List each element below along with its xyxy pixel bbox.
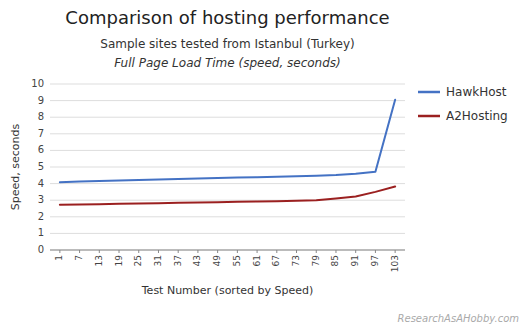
y-tick-label: 9 [38,95,44,106]
x-axis-label: Test Number (sorted by Speed) [141,284,313,297]
x-tick [276,250,277,253]
grid-line [50,133,405,134]
x-tick [99,250,100,253]
grid-line [50,167,405,168]
subtitle: Sample sites tested from Istanbul (Turke… [100,37,354,51]
y-tick-label: 5 [38,161,44,172]
x-tick [178,250,179,253]
x-tick-label: 79 [311,255,321,267]
x-tick [395,250,396,253]
grid-line [50,150,405,151]
x-tick-label: 61 [252,255,262,266]
y-tick-label: 3 [38,194,44,205]
y-tick-label: 7 [38,128,44,139]
x-tick-label: 25 [133,255,143,266]
chart: Comparison of hosting performance Sample … [0,0,527,329]
x-tick-label: 31 [153,255,163,266]
grid-line [50,250,405,251]
x-tick-label: 103 [390,255,400,272]
grid-line [50,100,405,101]
x-tick-label: 13 [94,255,104,266]
y-tick-label: 8 [38,111,44,122]
grid-line [50,200,405,201]
x-axis-line [50,250,405,251]
grid-line [50,117,405,118]
y-axis-label: Speed, seconds [9,124,22,211]
y-tick-label: 0 [38,244,44,255]
y-tick-label: 10 [31,78,44,89]
x-tick [119,250,120,253]
x-tick-label: 97 [370,255,380,266]
watermark: ResearchAsAHobby.com [398,313,520,324]
grid-line [50,183,405,184]
x-tick-label: 49 [212,255,222,267]
series-line [60,187,395,205]
legend-swatch [418,115,440,118]
x-tick-label: 43 [192,255,202,266]
y-tick-label: 6 [38,144,44,155]
x-tick [158,250,159,253]
legend: HawkHost A2Hosting [418,85,508,123]
x-tick-label: 73 [291,255,301,266]
x-tick [197,250,198,253]
x-tick-label: 37 [173,255,183,266]
y-tick-label: 2 [38,211,44,222]
x-tick [79,250,80,253]
x-tick-label: 67 [271,255,281,266]
x-tick-label: 19 [114,255,124,267]
x-tick-label: 1 [54,255,64,261]
x-tick [296,250,297,253]
y-tick-label: 1 [38,227,44,238]
x-tick [217,250,218,253]
legend-swatch [418,91,440,94]
grid [50,84,405,250]
x-tick-label: 55 [232,255,242,266]
chart-container: Comparison of hosting performance Sample … [0,0,527,329]
x-tick [335,250,336,253]
x-tick [355,250,356,253]
grid-line [50,233,405,234]
grid-line [50,216,405,217]
legend-label: HawkHost [446,85,507,99]
plot-area [60,100,395,205]
legend-label: A2Hosting [446,109,508,123]
x-tick-label: 85 [330,255,340,266]
x-tick [375,250,376,253]
x-tick [257,250,258,253]
x-tick [237,250,238,253]
x-tick-label: 91 [350,255,360,266]
subtitle: Full Page Load Time (speed, seconds) [114,56,341,70]
y-tick-label: 4 [38,178,44,189]
series-line [60,100,395,183]
title: Comparison of hosting performance [65,7,389,28]
x-tick [138,250,139,253]
x-tick [316,250,317,253]
grid-line [50,84,405,85]
x-tick [59,250,60,253]
x-tick-label: 7 [74,255,84,261]
